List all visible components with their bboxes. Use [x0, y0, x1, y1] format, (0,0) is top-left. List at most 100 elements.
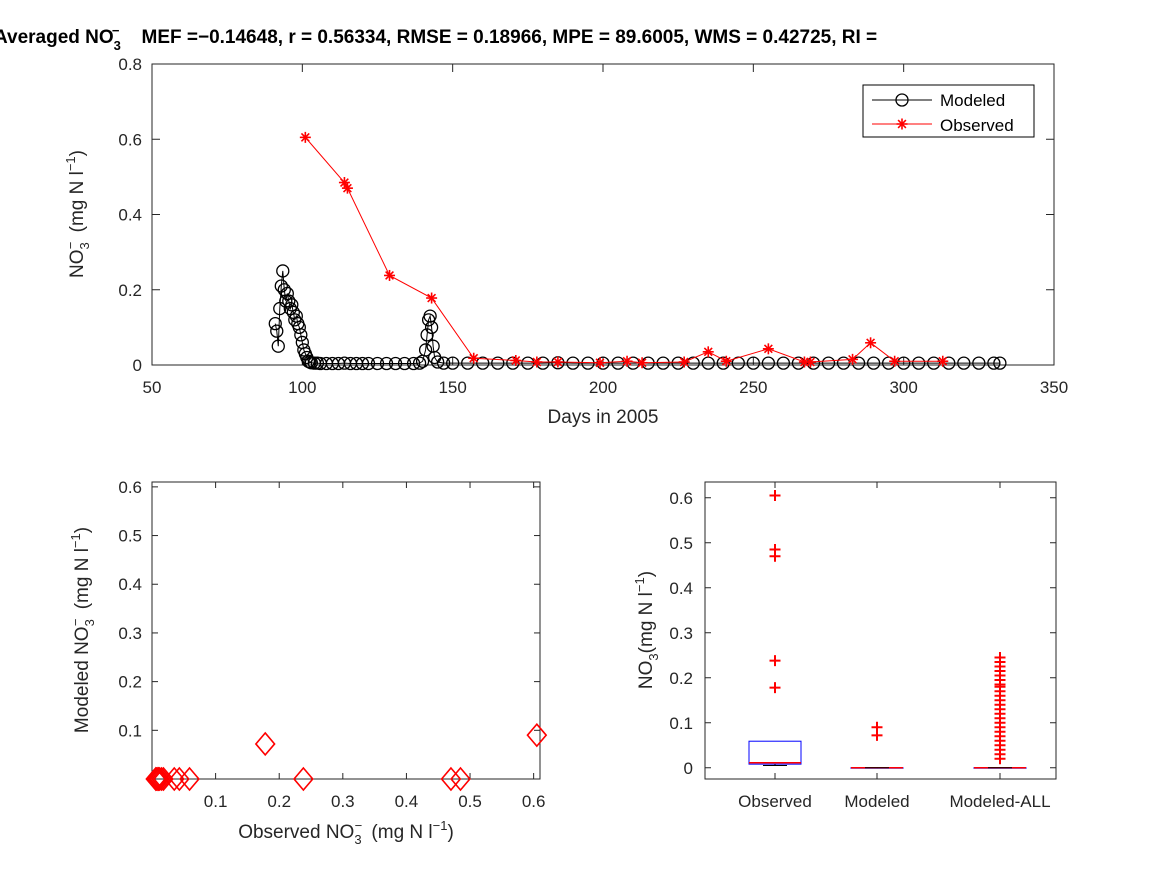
box-outlier [994, 753, 1006, 765]
observed-point [299, 131, 311, 143]
legend-observed-label: Observed [940, 116, 1014, 135]
modeled-point [566, 356, 580, 370]
modeled-point [611, 356, 625, 370]
legend: Modeled Observed [862, 84, 1035, 138]
modeled-point [424, 320, 439, 335]
x-tick-label: 0.1 [204, 792, 228, 811]
figure-title: Averaged NO3− MEF =−0.14648, r = 0.56334,… [0, 23, 877, 53]
boxplot-boxes [748, 490, 1027, 769]
boxplot-ylabel: NO3(mg N l−1) [632, 571, 661, 689]
scatter-diamond [168, 766, 190, 792]
modeled-point [430, 355, 445, 369]
x-tick-label: 100 [288, 378, 316, 397]
observed-point [865, 337, 877, 349]
y-tick-label: 0.6 [118, 478, 142, 497]
modeled-point [355, 356, 370, 371]
y-tick-label: 0.5 [118, 527, 142, 546]
modeled-point [656, 356, 670, 370]
modeled-point [282, 294, 296, 308]
modeled-point [821, 356, 836, 370]
x-tick-label: 0.2 [267, 792, 291, 811]
observed-point [762, 343, 774, 355]
modeled-point [268, 316, 282, 331]
svg-text:Observed NO3− (mg N l−1): Observed NO3− (mg N l−1) [238, 818, 454, 847]
legend-modeled-marker [895, 93, 909, 107]
observed-point [889, 355, 901, 367]
x-tick-label: 0.5 [458, 792, 482, 811]
y-tick-label: 0 [133, 356, 142, 375]
scatter-diamond [149, 766, 171, 792]
modeled-point [686, 356, 700, 370]
scatter-diamond [292, 766, 314, 792]
x-tick-label: 0.6 [522, 792, 546, 811]
modeled-point [993, 356, 1007, 370]
modeled-point [806, 356, 821, 370]
y-tick-label: 0.2 [118, 673, 142, 692]
scatter-ylabel: Modeled NO3− (mg N l−1) [68, 527, 97, 733]
time-series-ticks: 50 100 150 200 250 300 350 0 0.2 0.4 0.6 0.8 [118, 55, 1068, 397]
modeled-point [370, 356, 385, 371]
y-tick-label: 0.3 [669, 624, 693, 643]
observed-point [636, 357, 648, 369]
y-tick-label: 0 [684, 759, 693, 778]
time-series-xlabel: Days in 2005 [548, 407, 659, 428]
x-tick-label: 50 [143, 378, 162, 397]
modeled-point [476, 356, 490, 370]
modeled-point [491, 356, 505, 370]
scatter-diamond [146, 766, 168, 792]
legend-observed-marker [896, 118, 908, 130]
y-tick-label: 0.4 [669, 579, 693, 598]
time-series-panel: 50 100 150 200 250 300 350 0 0.2 0.4 0.6 0.8 Days i… [63, 55, 1068, 428]
box-outlier [769, 682, 781, 694]
x-tick-label: 250 [739, 378, 767, 397]
modeled-point [379, 356, 394, 371]
legend-box [862, 84, 1035, 138]
y-tick-label: 0.4 [118, 575, 142, 594]
observed-point [847, 353, 859, 365]
scatter-diamond [153, 766, 174, 792]
y-tick-label: 0.2 [669, 669, 693, 688]
observed-point [341, 182, 353, 194]
observed-point [384, 269, 396, 281]
modeled-point [361, 356, 376, 371]
x-tick-label: Modeled [844, 792, 909, 811]
legend-modeled-label: Modeled [940, 91, 1005, 110]
observed-point [531, 356, 543, 368]
y-tick-label: 0.6 [669, 489, 693, 508]
modeled-point [521, 356, 535, 370]
box-outlier [871, 729, 883, 741]
x-tick-label: 300 [889, 378, 917, 397]
modeled-point [912, 356, 926, 370]
modeled-point [271, 339, 285, 353]
modeled-point [897, 356, 911, 370]
scatter-axes-box [151, 481, 541, 780]
observed-point [702, 346, 714, 358]
modeled-point [412, 356, 427, 370]
observed-point [678, 356, 690, 368]
scatter-diamond [254, 731, 276, 757]
svg-text:NO3− (mg N l−1): NO3− (mg N l−1) [63, 150, 92, 278]
scatter-diamond [179, 766, 200, 792]
modeled-point [776, 356, 791, 370]
y-tick-label: 0.1 [118, 721, 142, 740]
observed-point [426, 292, 438, 304]
scatter-ticks: 0.1 0.2 0.3 0.4 0.5 0.6 0.1 0.2 0.3 0.4 0.5 0.6 [118, 478, 545, 811]
observed-point [468, 352, 480, 364]
modeled-point [418, 343, 433, 357]
scatter-diamond [145, 766, 167, 792]
modeled-point [270, 324, 284, 338]
x-tick-label: 200 [589, 378, 617, 397]
observed-point [510, 354, 522, 366]
modeled-point [276, 264, 290, 278]
scatter-diamond [450, 766, 471, 792]
modeled-point [927, 356, 941, 370]
boxplot-ticks: 0 0.1 0.2 0.3 0.4 0.5 0.6 Observed Modeled Modele… [669, 482, 1056, 811]
modeled-point [294, 328, 308, 342]
y-tick-label: 0.3 [118, 624, 142, 643]
modeled-point [866, 356, 881, 370]
scatter-diamond [147, 766, 169, 792]
boxplot-axes-box [704, 481, 1057, 780]
time-series-ylabel: NO3− (mg N l−1) [63, 150, 92, 278]
box-outlier [769, 550, 781, 562]
